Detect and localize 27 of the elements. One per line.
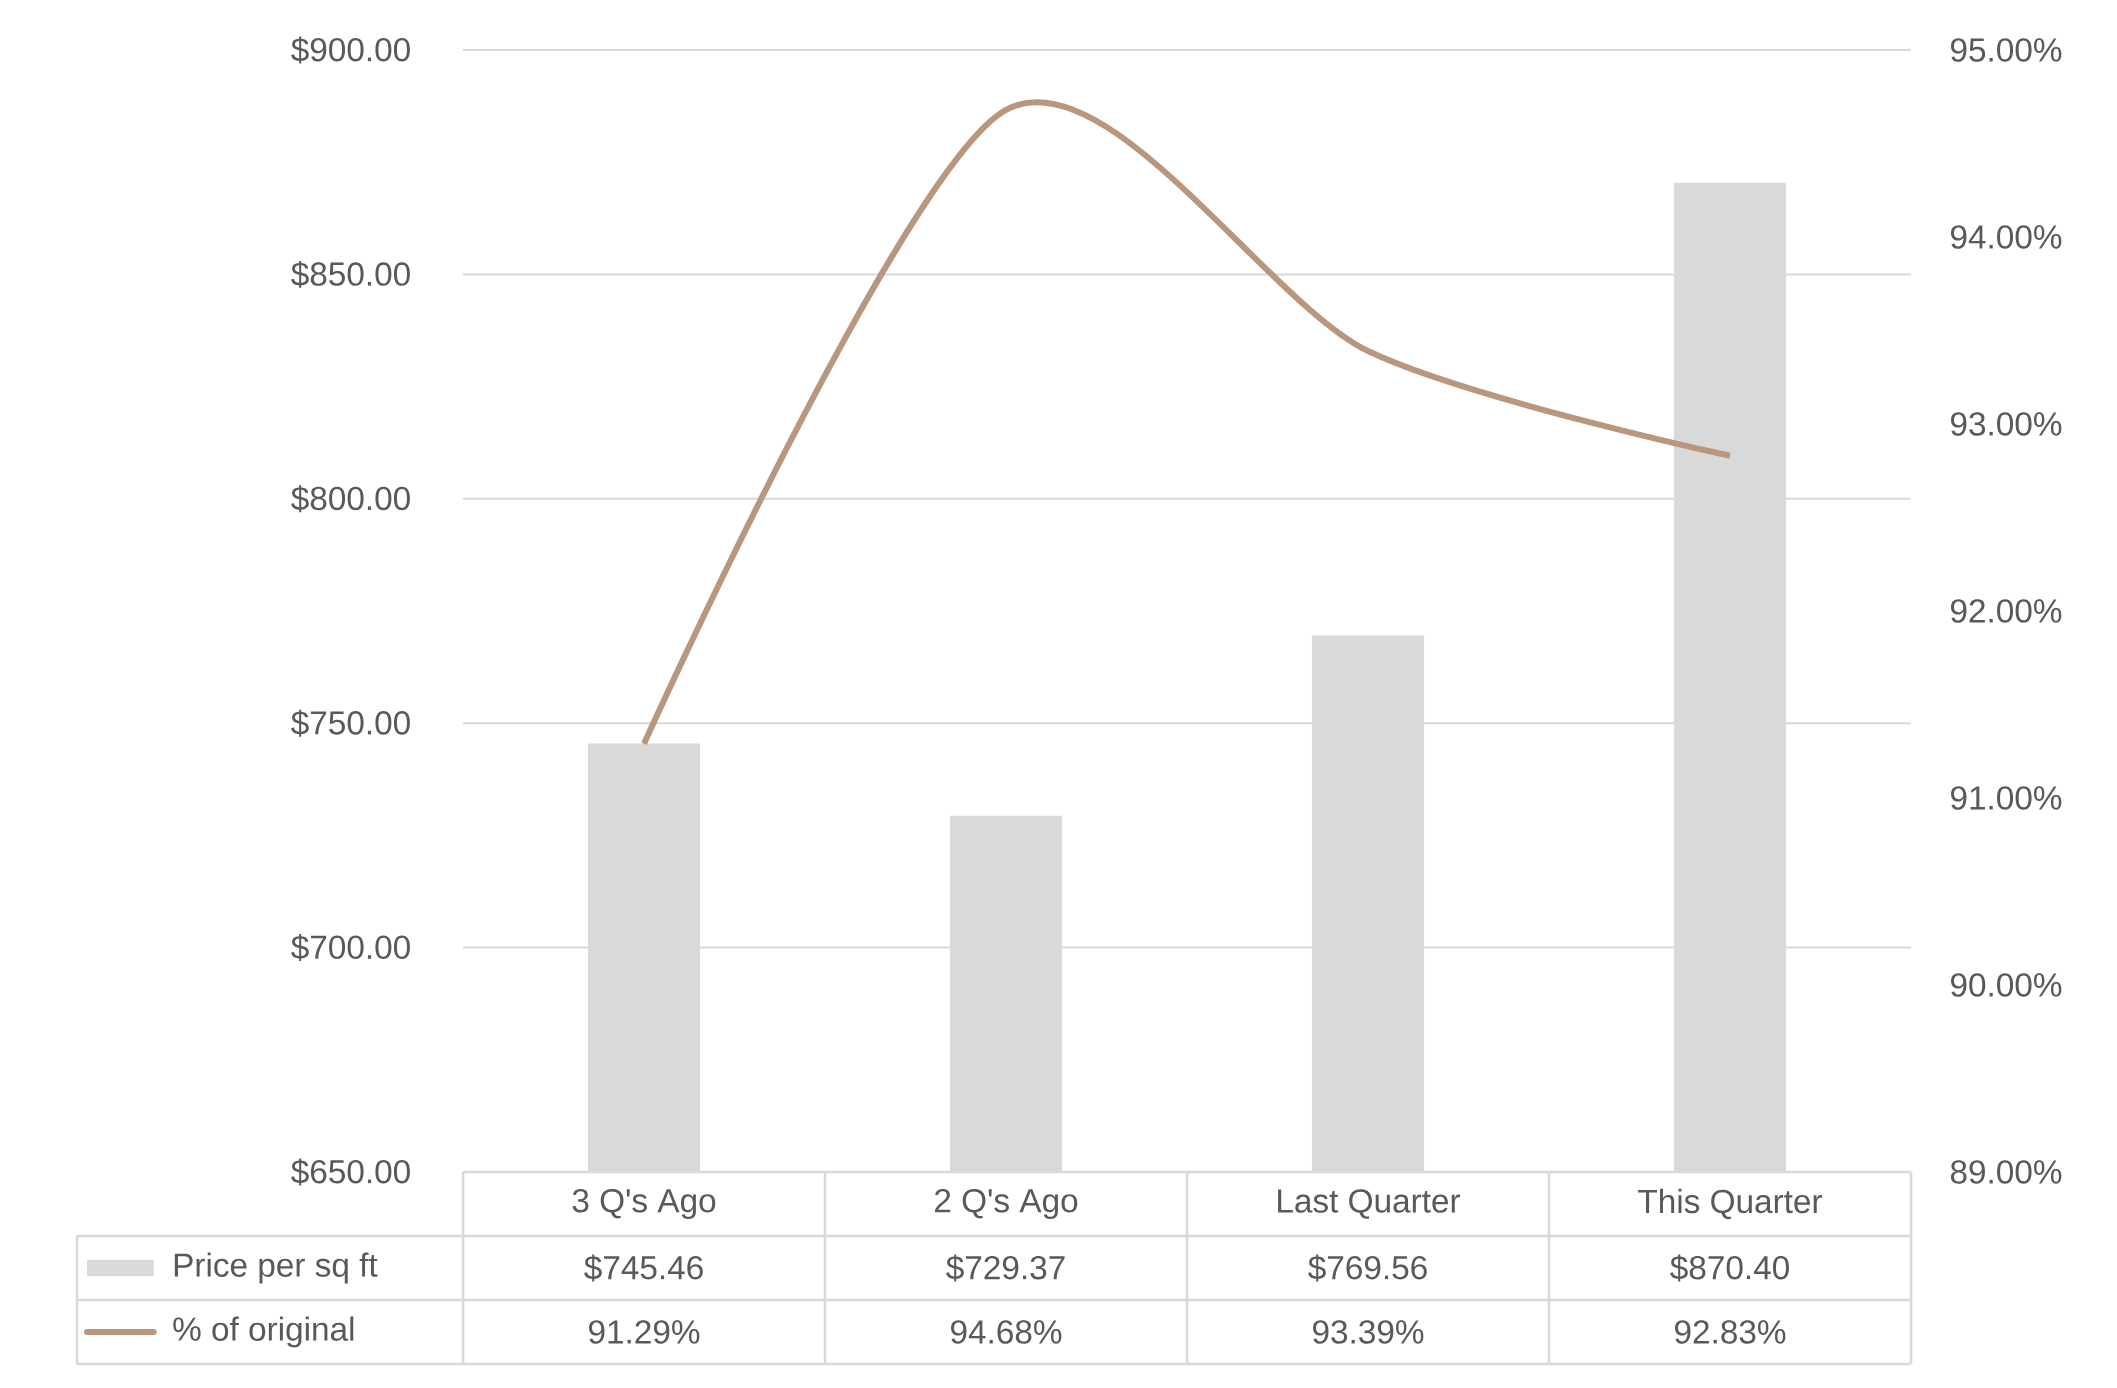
data-label: 94.68% xyxy=(951,1320,1062,1344)
y2-tick-label: 93.00% xyxy=(1951,412,2062,436)
data-label: $729.37 xyxy=(946,1254,1065,1282)
y-tick-label: $800.00 xyxy=(291,485,410,513)
y2-tick-label: 91.00% xyxy=(1951,786,2062,810)
y-tick-label: $900.00 xyxy=(291,36,410,64)
y2-tick-label: 90.00% xyxy=(1951,973,2062,997)
y2-tick-label: 92.00% xyxy=(1951,599,2062,623)
x-tick-label: This Quarter xyxy=(1638,1188,1823,1220)
y2-tick-label: 95.00% xyxy=(1951,38,2062,62)
data-label: $870.40 xyxy=(1670,1254,1789,1282)
y2-tick-label: 89.00% xyxy=(1950,1160,2062,1184)
x-tick-label: 3 Q's Ago xyxy=(572,1188,716,1220)
data-label: 93.39% xyxy=(1313,1320,1424,1344)
x-tick-label: Last Quarter xyxy=(1278,1189,1461,1219)
y-tick-label: $850.00 xyxy=(291,260,410,288)
x-tick-label: 2 Q's Ago xyxy=(935,1188,1078,1220)
y-tick-label: $700.00 xyxy=(291,934,410,962)
y-tick-label: $650.00 xyxy=(291,1158,410,1186)
data-label: 91.29% xyxy=(589,1320,700,1344)
data-label: $745.46 xyxy=(584,1254,703,1282)
y-tick-label: $750.00 xyxy=(291,709,410,737)
data-label: $769.56 xyxy=(1308,1254,1427,1282)
legend-label: Price per sq ft xyxy=(174,1252,378,1284)
legend-label: % of original xyxy=(173,1316,354,1348)
data-label: 92.83% xyxy=(1675,1320,1786,1344)
y2-tick-label: 94.00% xyxy=(1951,225,2062,249)
